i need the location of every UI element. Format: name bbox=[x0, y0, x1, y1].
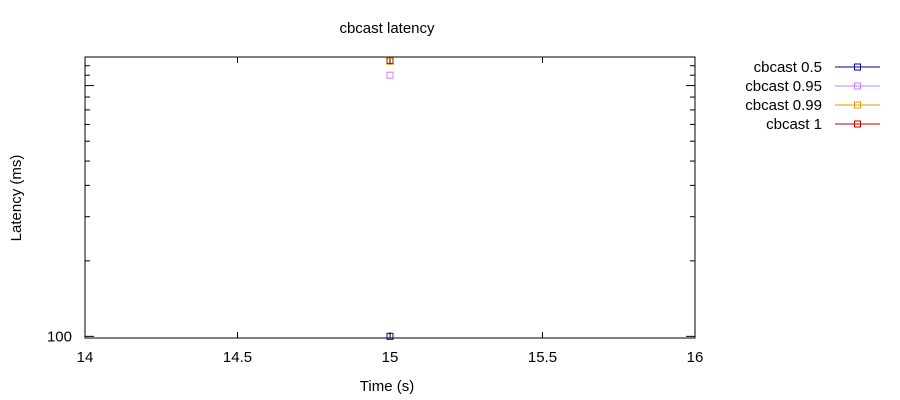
x-axis-label: Time (s) bbox=[360, 378, 414, 395]
chart-title: cbcast latency bbox=[339, 20, 435, 37]
data-point bbox=[386, 71, 394, 79]
y-tick-label: 100 bbox=[47, 328, 72, 345]
legend-marker bbox=[854, 120, 861, 128]
legend-label: cbcast 0.5 bbox=[754, 59, 822, 76]
x-tick-label: 15 bbox=[382, 349, 399, 366]
legend-marker bbox=[854, 101, 861, 109]
axis-ticks bbox=[84, 56, 696, 338]
y-axis-label: Latency (ms) bbox=[8, 155, 25, 242]
data-point bbox=[386, 56, 394, 64]
axis-tick-labels: 14 14.5 15 15.5 16 100 bbox=[47, 328, 703, 366]
plot-frame bbox=[84, 56, 696, 339]
x-tick-label: 14 bbox=[77, 349, 94, 366]
x-tick-label: 14.5 bbox=[223, 349, 252, 366]
legend-label: cbcast 1 bbox=[766, 116, 822, 133]
legend-label: cbcast 0.95 bbox=[745, 78, 822, 95]
data-point bbox=[386, 332, 394, 340]
x-tick-label: 15.5 bbox=[528, 349, 557, 366]
legend-label: cbcast 0.99 bbox=[745, 97, 822, 114]
legend: cbcast 0.5 cbcast 0.95 cbcast 0.99 cbcast 1 bbox=[745, 59, 880, 133]
legend-marker bbox=[854, 63, 861, 71]
data-points bbox=[386, 56, 394, 340]
legend-marker bbox=[854, 82, 861, 90]
x-tick-label: 16 bbox=[687, 349, 704, 366]
